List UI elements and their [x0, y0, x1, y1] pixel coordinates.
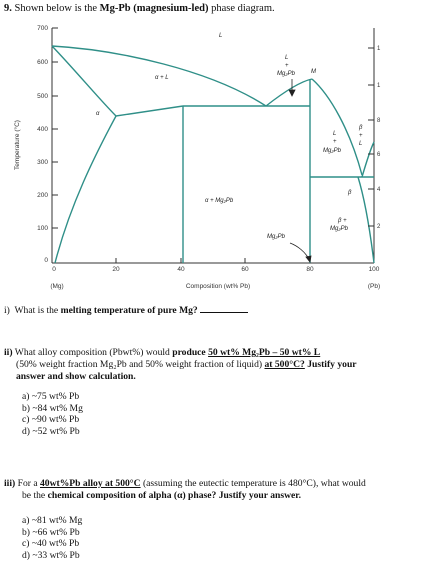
q2-text-a: What alloy composition (Pbwt%) would [14, 347, 170, 358]
y-ticks [52, 27, 58, 229]
liquidus-compound-left [265, 78, 313, 107]
y-tick-400: 400 [37, 126, 48, 133]
y-axis-label: Temperature (°C) [13, 120, 21, 170]
right-end-label: (Pb) [368, 283, 380, 290]
q3-line2-bold: chemical composition of alpha (α) phase?… [47, 490, 302, 501]
arrows [288, 79, 312, 263]
q2-line2-underlined: at 500°C? [264, 359, 305, 370]
left-end-label: (Mg) [50, 283, 63, 290]
q2-option-a[interactable]: a) ~75 wt% Pb [22, 391, 80, 402]
q2-bold-underlined: 50 wt% Mg₂Pb – 50 wt% L [208, 347, 321, 358]
q3-line2-a: be the [22, 490, 46, 501]
label-l-mg2pb-right-3: Mg₂Pb [323, 148, 342, 154]
q1-text: What is the [14, 305, 59, 316]
q1-label: i) [4, 305, 10, 316]
solidus-left [51, 45, 184, 117]
q1-answer-blank[interactable] [200, 304, 249, 313]
label-beta: β [347, 190, 352, 196]
right-mark-5: 4 [377, 187, 381, 193]
label-alpha-liquid: α + L [155, 75, 169, 81]
label-l-mg2pb-left-2: + [285, 63, 289, 69]
label-point-m: M [311, 69, 316, 75]
question-1: i) What is the melting temperature of pu… [4, 304, 434, 317]
y-tick-200: 200 [37, 192, 48, 199]
y-tick-100: 100 [37, 225, 48, 232]
problem-title: 9. Shown below is the Mg-Pb (magnesium-l… [4, 3, 275, 14]
right-mark-4: 6 [377, 152, 381, 158]
q1-bold: melting temperature of pure Mg? [60, 305, 198, 316]
y-tick-600: 600 [37, 59, 48, 66]
title-lead: Shown below is the [14, 3, 98, 14]
label-l-mg2pb-right-2: + [333, 139, 337, 145]
x-tick-80: 80 [306, 266, 314, 273]
y-tick-700: 700 [37, 25, 48, 32]
title-trail: phase diagram. [211, 3, 275, 14]
title-system: Mg-Pb (magnesium-led) [99, 3, 209, 14]
label-beta-liquid-2: + [359, 133, 363, 139]
q3-options: a) ~81 wt% Mg b) ~66 wt% Pb c) ~40 wt% P… [22, 515, 82, 561]
q3-option-a[interactable]: a) ~81 wt% Mg [22, 515, 83, 526]
right-mark-1: 1 [377, 46, 381, 52]
label-beta-mg2pb-1: β + [337, 218, 347, 224]
q2-bold-a: produce [172, 347, 206, 358]
right-mark-3: 8 [377, 118, 381, 124]
q2-options: a) ~75 wt% Pb b) ~84 wt% Mg c) ~90 wt% P… [22, 391, 83, 437]
label-compound: Mg₂Pb [267, 234, 286, 240]
x-tick-100: 100 [369, 266, 380, 273]
y-tick-300: 300 [37, 159, 48, 166]
label-beta-liquid-1: β [358, 125, 363, 131]
q2-option-c[interactable]: c) ~90 wt% Pb [22, 414, 80, 425]
label-l-mg2pb-left-3: Mg₂Pb [277, 71, 296, 77]
q3-text-b: (assuming the eutectic temperature is 48… [142, 478, 366, 489]
q2-line2-bold: Justify your [307, 359, 357, 370]
q2-option-b[interactable]: b) ~84 wt% Mg [22, 402, 83, 414]
label-beta-mg2pb-2: Mg₂Pb [330, 226, 349, 232]
q3-label: iii) [4, 478, 16, 489]
q3-option-d[interactable]: d) ~33 wt% Pb [22, 549, 80, 561]
x-tick-40: 40 [177, 266, 185, 273]
liquidus-compound-right [311, 78, 363, 176]
q3-text-a: For a [17, 478, 38, 489]
x-tick-0: 0 [52, 266, 56, 273]
right-mark-6: 2 [377, 224, 381, 230]
y-tick-0: 0 [44, 257, 48, 264]
q2-option-d[interactable]: d) ~52 wt% Pb [22, 425, 80, 437]
q2-line2: (50% weight fraction Mg₂Pb and 50% weigh… [16, 359, 263, 370]
beta-solvus [357, 176, 375, 264]
q3-bold-underlined: 40wt%Pb alloy at 500°C [40, 478, 141, 489]
label-beta-liquid-3: L [359, 141, 362, 147]
q3-option-c[interactable]: c) ~40 wt% Pb [22, 538, 80, 549]
problem-number: 9. [4, 3, 12, 14]
q3-option-b[interactable]: b) ~66 wt% Pb [22, 526, 80, 538]
label-l-mg2pb-left-1: L [285, 55, 288, 61]
x-axis-label: Composition (wt% Pb) [186, 283, 250, 290]
question-3: iii) For a 40wt%Pb alloy at 500°C (assum… [4, 478, 436, 502]
phase-diagram: 700 600 500 400 300 200 100 0 0 20 40 60… [13, 25, 381, 290]
solvus-left [54, 115, 117, 264]
liquidus-left [51, 45, 267, 107]
label-alpha: α [96, 111, 100, 117]
q2-label: ii) [4, 347, 13, 358]
question-2: ii) What alloy composition (Pbwt%) would… [4, 347, 436, 383]
x-ticks [115, 258, 311, 263]
label-liquid: L [219, 33, 222, 39]
y-tick-500: 500 [37, 93, 48, 100]
q2-line3: answer and show calculation. [16, 371, 136, 382]
x-tick-60: 60 [241, 266, 249, 273]
label-l-mg2pb-right-1: L [333, 131, 336, 137]
beta-liquidus [361, 141, 375, 178]
right-mark-2: 1 [377, 83, 381, 89]
x-tick-20: 20 [112, 266, 120, 273]
label-alpha-mg2pb: α + Mg₂Pb [205, 198, 234, 204]
